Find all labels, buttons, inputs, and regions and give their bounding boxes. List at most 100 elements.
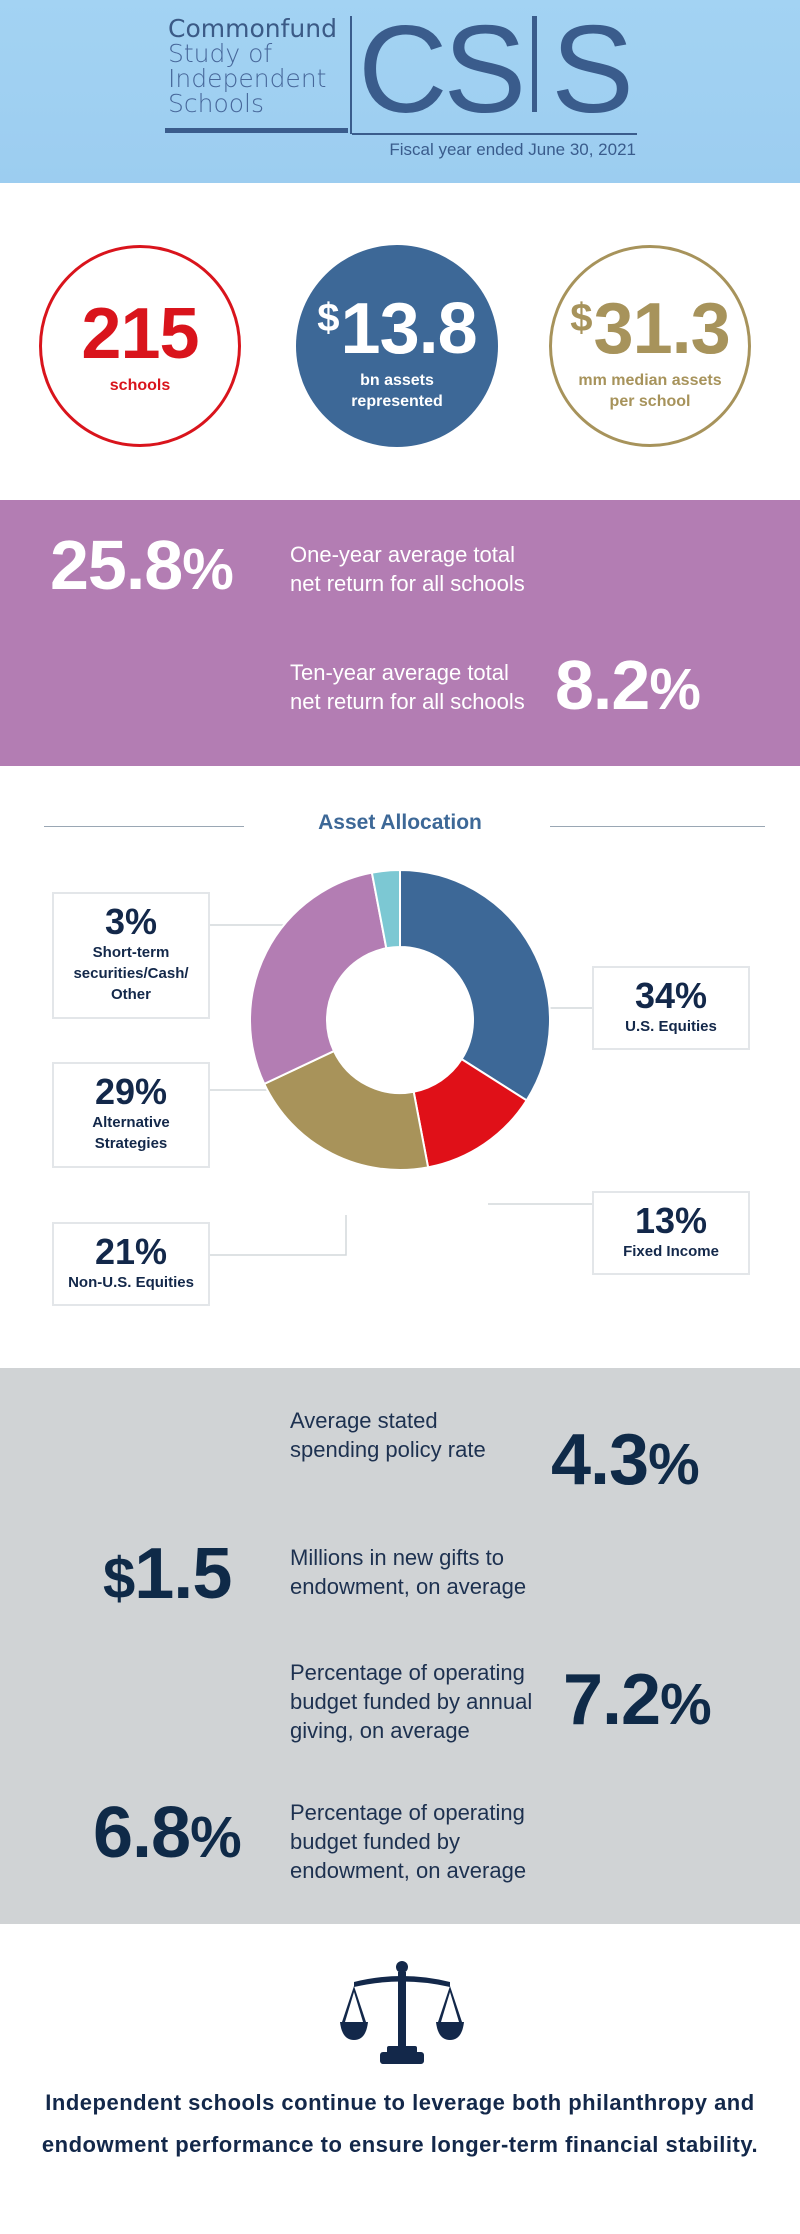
annual-giving-label: Percentage of operating budget funded by …: [290, 1658, 532, 1745]
slice-percent: 3%: [104, 901, 158, 942]
assets-label-line: bn assets: [360, 371, 434, 389]
ten-year-return-value: 8.2%: [555, 650, 701, 725]
slice-label-line: Strategies: [94, 1135, 168, 1152]
donut-slice-alternative-strategies: [249, 871, 388, 1086]
label-us-equities: 34% U.S. Equities: [592, 966, 750, 1050]
metric-label-line: giving, on average: [290, 1718, 470, 1743]
assets-label-line: represented: [351, 392, 443, 410]
slice-label-line: Fixed Income: [623, 1243, 719, 1260]
metric-label-line: Average stated: [290, 1408, 438, 1433]
brand-line: Study of: [168, 39, 273, 68]
slice-percent: 29%: [94, 1071, 168, 1112]
return-label-line: One-year average total: [290, 542, 516, 567]
metric-label-line: spending policy rate: [290, 1437, 486, 1462]
endowment-value: 6.8%: [93, 1797, 242, 1874]
annual-giving-value: 7.2%: [563, 1664, 712, 1741]
scales-of-justice-icon: [340, 1961, 464, 2064]
median-label-line: per school: [609, 392, 691, 410]
schools-value: 215: [81, 293, 199, 374]
slice-percent: 21%: [94, 1231, 168, 1272]
donut-slice-short-term-securities-cash-other: [370, 868, 401, 950]
metric-label-line: budget funded by: [290, 1829, 461, 1854]
percent-sign: %: [182, 537, 234, 602]
metric-label-line: Percentage of operating: [290, 1800, 525, 1825]
currency-symbol: $: [317, 295, 339, 340]
one-year-return-label: One-year average total net return for all…: [290, 540, 525, 598]
chart-title: Asset Allocation: [318, 811, 482, 834]
percent-sign: %: [190, 1805, 242, 1870]
slice-label-line: Other: [110, 986, 151, 1003]
csis-logo: CS S: [358, 0, 634, 140]
return-label-line: net return for all schools: [290, 689, 525, 714]
currency-symbol: $: [103, 1546, 135, 1611]
closing-statement: Independent schools continue to leverage…: [41, 2090, 759, 2157]
brand-wordmark: Commonfund Study of Independent Schools: [168, 16, 337, 116]
schools-stat: 215 schools: [39, 245, 241, 447]
percent-sign: %: [648, 1432, 700, 1497]
label-fixed-income: 13% Fixed Income: [592, 1191, 750, 1275]
gifts-value: $1.5: [103, 1538, 232, 1615]
metric-number: 4.3: [551, 1420, 649, 1500]
one-year-return-value: 25.8%: [50, 530, 234, 605]
metric-label-line: Millions in new gifts to: [290, 1545, 504, 1570]
return-label-line: net return for all schools: [290, 571, 525, 596]
metric-label-line: endowment, on average: [290, 1858, 527, 1883]
metric-label-line: Percentage of operating: [290, 1660, 525, 1685]
median-stat: $31.3 mm median assets per school: [549, 245, 751, 447]
leader-non-us: [210, 1215, 347, 1256]
label-short-term: 3% Short-term securities/Cash/ Other: [52, 892, 210, 1019]
brand-underline: [165, 128, 348, 133]
title-rule-left: [44, 826, 244, 827]
donut-slice-non-u-s-equities: [262, 1049, 430, 1171]
slice-label-line: Alternative: [92, 1114, 170, 1131]
assets-number: 13.8: [340, 288, 478, 369]
logo-text-right: S: [551, 1, 634, 139]
slice-label-line: U.S. Equities: [625, 1018, 717, 1035]
metric-number: 7.2: [563, 1660, 661, 1740]
assets-stat: $13.8 bn assets represented: [296, 245, 498, 447]
donut-slices: [249, 868, 551, 1171]
returns-band: 25.8% One-year average total net return f…: [0, 500, 800, 766]
percent-sign: %: [649, 657, 701, 722]
percent-sign: %: [660, 1672, 712, 1737]
brand-divider: [350, 16, 352, 134]
brand-line: Schools: [168, 89, 265, 118]
logo-text-left: CS: [358, 1, 526, 139]
slice-label-line: Non-U.S. Equities: [68, 1274, 194, 1291]
donut-slice-u-s-equities: [399, 868, 551, 1102]
median-number: 31.3: [593, 288, 731, 369]
median-label-line: mm median assets: [578, 371, 722, 389]
slice-percent: 34%: [634, 975, 708, 1016]
metric-number: 1.5: [134, 1534, 232, 1614]
endowment-label: Percentage of operating budget funded by e…: [290, 1798, 526, 1885]
logo-underline: [352, 133, 637, 135]
return-number: 25.8: [50, 526, 183, 604]
slice-label-line: securities/Cash/: [73, 965, 189, 982]
gifts-label: Millions in new gifts to endowment, on av…: [290, 1543, 526, 1601]
logo-bar: [532, 16, 538, 112]
currency-symbol: $: [570, 295, 592, 340]
title-rule-right: [550, 826, 765, 827]
label-alternative: 29% Alternative Strategies: [52, 1062, 210, 1168]
assets-value: $13.8: [317, 281, 478, 369]
spending-label: Average stated spending policy rate: [290, 1406, 486, 1464]
slice-label-line: Short-term: [92, 944, 170, 961]
asset-allocation-donut-chart: [210, 868, 592, 1256]
schools-label: schools: [109, 376, 171, 394]
brand-line: Independent: [168, 64, 327, 93]
metrics-section: Average stated spending policy rate 4.3% …: [0, 1368, 800, 1924]
metric-number: 6.8: [93, 1793, 191, 1873]
return-number: 8.2: [555, 646, 650, 724]
slice-percent: 13%: [634, 1200, 708, 1241]
median-value: $31.3: [570, 281, 731, 369]
fiscal-year: Fiscal year ended June 30, 2021: [389, 140, 636, 159]
return-label-line: Ten-year average total: [290, 660, 509, 685]
metric-label-line: endowment, on average: [290, 1574, 527, 1599]
metric-label-line: budget funded by annual: [290, 1689, 533, 1714]
spending-value: 4.3%: [551, 1424, 700, 1501]
brand-line: Commonfund: [168, 14, 337, 43]
ten-year-return-label: Ten-year average total net return for all…: [290, 658, 525, 716]
label-non-us-equities: 21% Non-U.S. Equities: [52, 1222, 210, 1306]
assets-label: bn assets represented: [351, 370, 443, 412]
header-banner: Commonfund Study of Independent Schools …: [0, 0, 800, 183]
